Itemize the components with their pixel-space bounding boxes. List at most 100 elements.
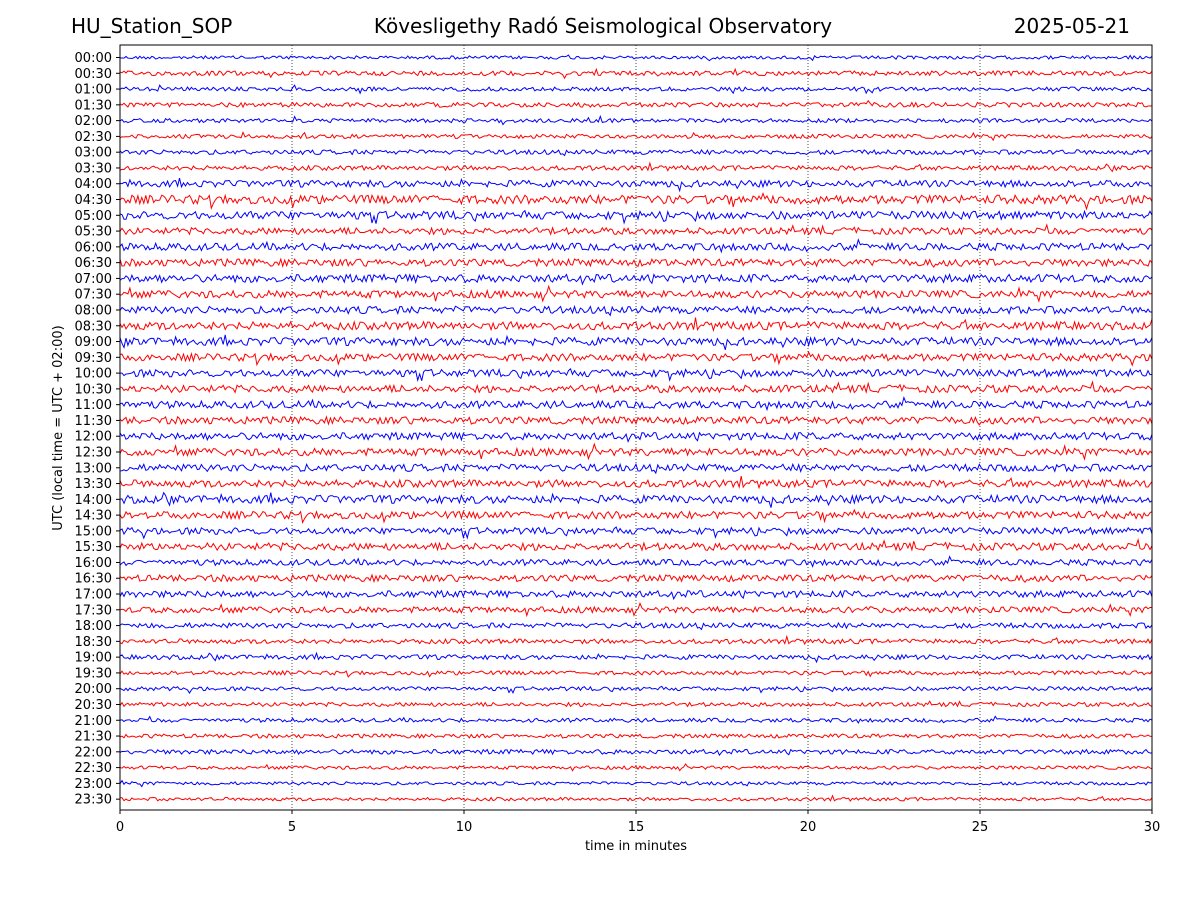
- trace-0500: [119, 209, 1153, 225]
- trace-1900: [119, 651, 1153, 664]
- station-name: HU_Station_SOP: [71, 14, 233, 38]
- trace-1530: [119, 538, 1153, 552]
- y-tick-label: 13:00: [75, 461, 112, 476]
- trace-2200: [119, 748, 1153, 757]
- trace-2300: [119, 779, 1153, 788]
- trace-0400: [119, 177, 1153, 193]
- trace-1330: [119, 475, 1153, 490]
- trace-2130: [119, 733, 1153, 740]
- y-tick-label: 06:00: [75, 240, 112, 255]
- trace-0930: [119, 350, 1153, 367]
- y-tick-label: 17:30: [75, 603, 112, 618]
- y-tick-label: 16:00: [75, 556, 112, 571]
- y-tick-label: 06:30: [75, 256, 112, 271]
- x-tick-label: 25: [972, 820, 989, 835]
- y-tick-label: 19:30: [75, 666, 112, 681]
- trace-1600: [119, 555, 1153, 568]
- trace-1630: [119, 573, 1153, 584]
- trace-0330: [119, 161, 1153, 173]
- y-tick-label: 09:00: [75, 335, 112, 350]
- trace-2100: [119, 715, 1153, 724]
- y-tick-label: 07:30: [75, 288, 112, 303]
- y-tick-label: 16:30: [75, 572, 112, 587]
- observatory-title: Kövesligethy Radó Seismological Observat…: [373, 14, 833, 38]
- x-axis: 0 5 10 15 20 25 30: [116, 810, 1160, 835]
- y-tick-label: 21:30: [75, 730, 112, 745]
- trace-1930: [119, 669, 1153, 678]
- trace-1200: [119, 431, 1153, 443]
- y-tick-label: 11:30: [75, 414, 112, 429]
- y-tick-label: 18:30: [75, 635, 112, 650]
- trace-0200: [119, 114, 1153, 126]
- trace-1430: [119, 508, 1153, 524]
- y-tick-label: 13:30: [75, 477, 112, 492]
- y-tick-label: 22:30: [75, 761, 112, 776]
- y-tick-label: 02:00: [75, 114, 112, 129]
- trace-1800: [119, 621, 1153, 631]
- trace-1300: [119, 462, 1153, 475]
- y-tick-label: 18:00: [75, 619, 112, 634]
- y-tick-label: 08:30: [75, 319, 112, 334]
- trace-1100: [119, 395, 1153, 412]
- trace-0530: [119, 223, 1153, 236]
- trace-2230: [119, 763, 1153, 772]
- trace-0100: [119, 84, 1153, 95]
- y-tick-label: 04:30: [75, 193, 112, 208]
- trace-0030: [119, 67, 1153, 80]
- trace-0430: [119, 192, 1153, 211]
- seismic-traces: [119, 54, 1153, 802]
- y-tick-label: 05:30: [75, 225, 112, 240]
- y-tick-label: 23:30: [75, 793, 112, 808]
- y-tick-label: 11:00: [75, 398, 112, 413]
- y-tick-label: 20:00: [75, 682, 112, 697]
- y-tick-label: 07:00: [75, 272, 112, 287]
- trace-1230: [119, 442, 1153, 461]
- trace-0000: [119, 54, 1153, 62]
- trace-0800: [119, 304, 1153, 317]
- y-tick-label: 14:30: [75, 509, 112, 524]
- y-axis-label: UTC (local time = UTC + 02:00): [51, 325, 66, 530]
- x-tick-label: 0: [116, 820, 124, 835]
- y-tick-label: 01:00: [75, 83, 112, 98]
- grid-lines: [291, 45, 981, 810]
- trace-0600: [119, 238, 1153, 254]
- y-axis: 00:0000:3001:0001:3002:0002:3003:0003:30…: [75, 51, 120, 808]
- y-tick-label: 05:00: [75, 209, 112, 224]
- y-tick-label: 01:30: [75, 98, 112, 113]
- y-tick-label: 08:00: [75, 303, 112, 318]
- y-tick-label: 00:30: [75, 67, 112, 82]
- trace-1830: [119, 634, 1153, 646]
- trace-1000: [119, 368, 1153, 383]
- y-tick-label: 03:00: [75, 146, 112, 161]
- y-tick-label: 15:00: [75, 524, 112, 539]
- trace-0730: [119, 284, 1153, 304]
- trace-0700: [119, 272, 1153, 286]
- y-tick-label: 14:00: [75, 493, 112, 508]
- trace-1500: [119, 526, 1153, 540]
- trace-2000: [119, 685, 1153, 695]
- trace-2330: [119, 794, 1153, 802]
- trace-1030: [119, 380, 1153, 394]
- record-date: 2025-05-21: [1013, 14, 1130, 38]
- x-tick-label: 30: [1144, 820, 1161, 835]
- x-tick-label: 15: [628, 820, 645, 835]
- y-tick-label: 00:00: [75, 51, 112, 66]
- y-tick-label: 09:30: [75, 351, 112, 366]
- trace-0830: [119, 317, 1153, 333]
- trace-1130: [119, 415, 1153, 426]
- y-tick-label: 17:00: [75, 588, 112, 603]
- trace-0900: [119, 334, 1153, 350]
- y-tick-label: 20:30: [75, 698, 112, 713]
- y-tick-label: 04:00: [75, 177, 112, 192]
- trace-0230: [119, 130, 1153, 142]
- x-tick-label: 10: [456, 820, 473, 835]
- trace-2030: [119, 700, 1153, 708]
- y-tick-label: 22:00: [75, 745, 112, 760]
- trace-1700: [119, 589, 1153, 601]
- x-tick-label: 20: [800, 820, 817, 835]
- x-axis-label: time in minutes: [585, 839, 687, 854]
- y-tick-label: 21:00: [75, 714, 112, 729]
- y-tick-label: 10:30: [75, 382, 112, 397]
- y-tick-label: 10:00: [75, 367, 112, 382]
